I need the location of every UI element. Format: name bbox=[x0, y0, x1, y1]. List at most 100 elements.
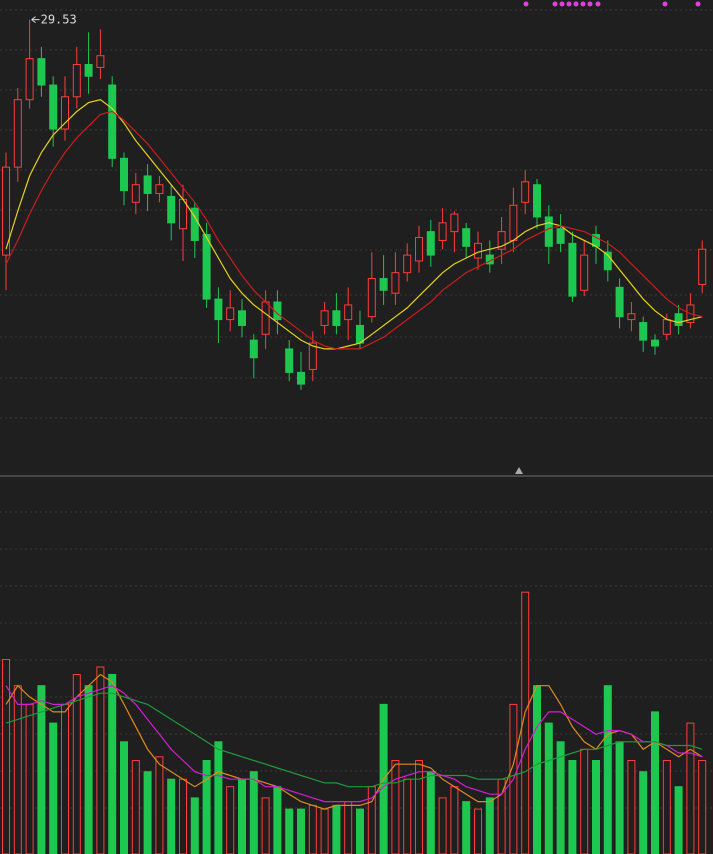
volume-average-line bbox=[5, 692, 703, 788]
candle-body bbox=[415, 237, 423, 262]
candle-body bbox=[379, 278, 388, 291]
grid bbox=[0, 9, 713, 809]
candle-body bbox=[603, 251, 612, 271]
candle-body bbox=[651, 339, 659, 347]
candle-body bbox=[13, 99, 22, 168]
candle-body bbox=[509, 204, 518, 241]
candle-body bbox=[450, 213, 459, 233]
candle-body bbox=[297, 371, 305, 385]
volume-bar bbox=[214, 741, 223, 854]
moving-average-line bbox=[5, 110, 703, 350]
volume-bar bbox=[639, 771, 648, 854]
volume-bar bbox=[615, 741, 624, 854]
volume-bar bbox=[592, 760, 600, 854]
candle-body bbox=[639, 322, 648, 341]
volume-bar bbox=[686, 722, 695, 854]
candle-body bbox=[49, 84, 58, 130]
candle-body bbox=[698, 248, 707, 285]
volume-bar bbox=[249, 771, 258, 854]
candle-body bbox=[367, 278, 376, 318]
volume-bar bbox=[674, 786, 683, 854]
candle-body bbox=[285, 348, 294, 373]
volume-bar bbox=[285, 808, 294, 854]
volume-bar bbox=[84, 685, 93, 854]
volume-bar bbox=[580, 748, 589, 854]
candle-body bbox=[72, 64, 81, 98]
candle-body bbox=[249, 339, 258, 359]
candle-body bbox=[84, 64, 93, 77]
volume-bar bbox=[155, 756, 164, 854]
moving-average-line bbox=[5, 99, 703, 350]
volume-bar bbox=[391, 760, 400, 854]
volume-bar bbox=[344, 801, 353, 854]
volume-average-line bbox=[5, 673, 703, 810]
volume-bar bbox=[143, 771, 152, 854]
candle-body bbox=[533, 184, 541, 218]
candle-body bbox=[627, 313, 636, 321]
volume-bar bbox=[131, 760, 140, 854]
volume-bar bbox=[462, 801, 471, 854]
volume-bar bbox=[37, 685, 46, 854]
volume-bar bbox=[261, 797, 270, 854]
volume-bar bbox=[226, 786, 235, 854]
volume-bar bbox=[167, 778, 176, 854]
candle-body bbox=[674, 313, 683, 326]
volume-bar bbox=[556, 741, 565, 854]
candle-body bbox=[544, 216, 553, 247]
signal-markers bbox=[523, 1, 701, 7]
volume-bar bbox=[403, 778, 412, 854]
candle-body bbox=[2, 166, 10, 256]
volume-bar bbox=[96, 666, 105, 854]
volume-bar bbox=[25, 703, 34, 854]
candle-body bbox=[108, 84, 117, 159]
candle-body bbox=[356, 324, 364, 344]
annotation-arrowhead bbox=[31, 16, 36, 24]
candle-body bbox=[226, 307, 235, 321]
volume-bar bbox=[120, 741, 128, 854]
volume-bar bbox=[61, 703, 69, 854]
candle-body bbox=[556, 228, 565, 244]
volume-bar bbox=[332, 804, 341, 854]
candle-body bbox=[521, 181, 530, 203]
candle-body bbox=[615, 286, 624, 318]
candle-body bbox=[37, 58, 46, 86]
splitter-handle[interactable] bbox=[515, 467, 523, 474]
candle-body bbox=[320, 310, 329, 326]
volume-bar bbox=[49, 722, 58, 854]
candle-body bbox=[403, 254, 412, 274]
candle-body bbox=[261, 301, 270, 335]
volume-bar bbox=[698, 760, 707, 854]
candle-body bbox=[25, 58, 34, 101]
volume-bar bbox=[651, 711, 659, 854]
candle-body bbox=[438, 222, 447, 241]
volume-bar bbox=[2, 659, 10, 854]
candle-body bbox=[238, 310, 246, 326]
volume-bar bbox=[533, 685, 541, 854]
candle-body bbox=[143, 175, 152, 195]
candle-body bbox=[155, 184, 164, 195]
candle-body bbox=[391, 272, 400, 294]
volume-bar bbox=[438, 797, 447, 854]
volume-bar bbox=[662, 760, 671, 854]
candle-body bbox=[580, 254, 589, 291]
candle-body bbox=[568, 242, 577, 297]
candle-body bbox=[332, 310, 341, 326]
volume-bar bbox=[485, 797, 494, 854]
volume-bar bbox=[521, 591, 530, 854]
candle-body bbox=[497, 231, 506, 250]
candle-body bbox=[131, 184, 140, 203]
candle-body bbox=[96, 55, 105, 68]
volume-bar bbox=[202, 760, 211, 854]
annotation-label: 29.53 bbox=[41, 13, 77, 27]
volume-bar bbox=[238, 778, 246, 854]
candle-body bbox=[308, 342, 317, 370]
volume-bar bbox=[474, 808, 482, 854]
candle-body bbox=[202, 234, 211, 300]
volume-bar bbox=[190, 797, 199, 854]
volume-average-line bbox=[5, 685, 703, 803]
volume-bar bbox=[13, 685, 22, 854]
volume-bar bbox=[297, 808, 305, 854]
